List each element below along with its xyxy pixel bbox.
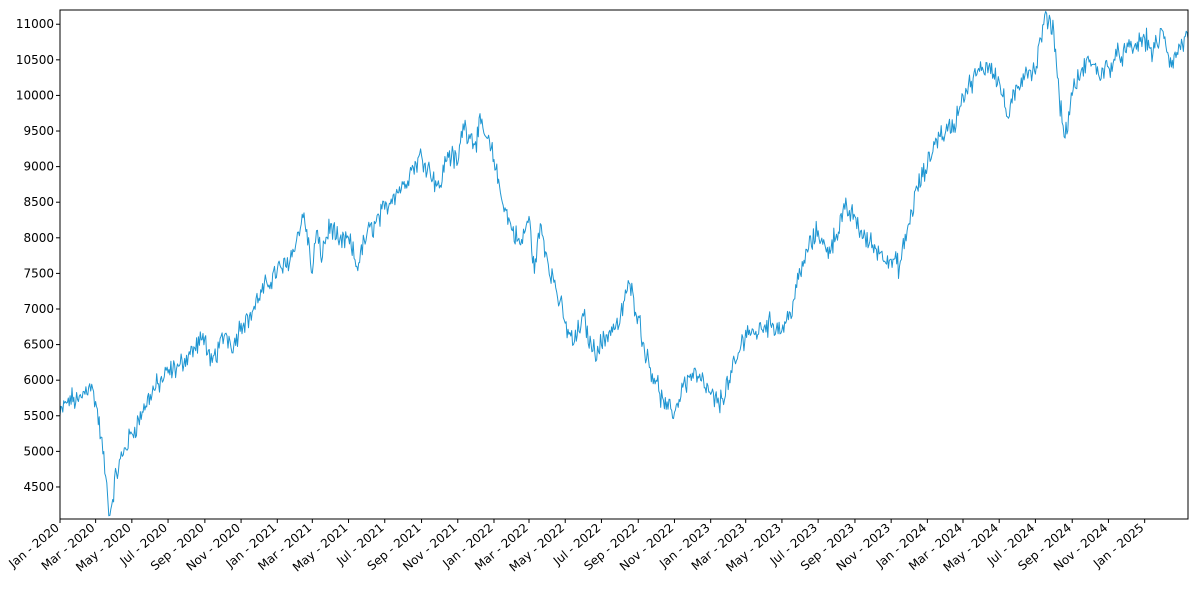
- y-tick-label: 7000: [23, 302, 54, 316]
- y-tick-label: 11000: [16, 17, 54, 31]
- y-tick-label: 10500: [16, 53, 54, 67]
- y-tick-label: 9500: [23, 124, 54, 138]
- series-line: [59, 10, 1189, 517]
- y-tick-label: 6000: [23, 373, 54, 387]
- y-tick-label: 8000: [23, 231, 54, 245]
- plot-area: [59, 10, 1189, 517]
- plot-frame: [59, 9, 1189, 520]
- y-tick-label: 5500: [23, 409, 54, 423]
- y-tick-label: 5000: [23, 444, 54, 458]
- y-tick-label: 9000: [23, 160, 54, 174]
- y-tick-label: 4500: [23, 480, 54, 494]
- y-tick-label: 6500: [23, 338, 54, 352]
- y-tick-label: 7500: [23, 266, 54, 280]
- y-tick-label: 10000: [16, 88, 54, 102]
- y-tick-label: 8500: [23, 195, 54, 209]
- y-axis: 4500 5000 5500 6000 6500 7000 7500 8000 8500 9000…: [16, 17, 60, 494]
